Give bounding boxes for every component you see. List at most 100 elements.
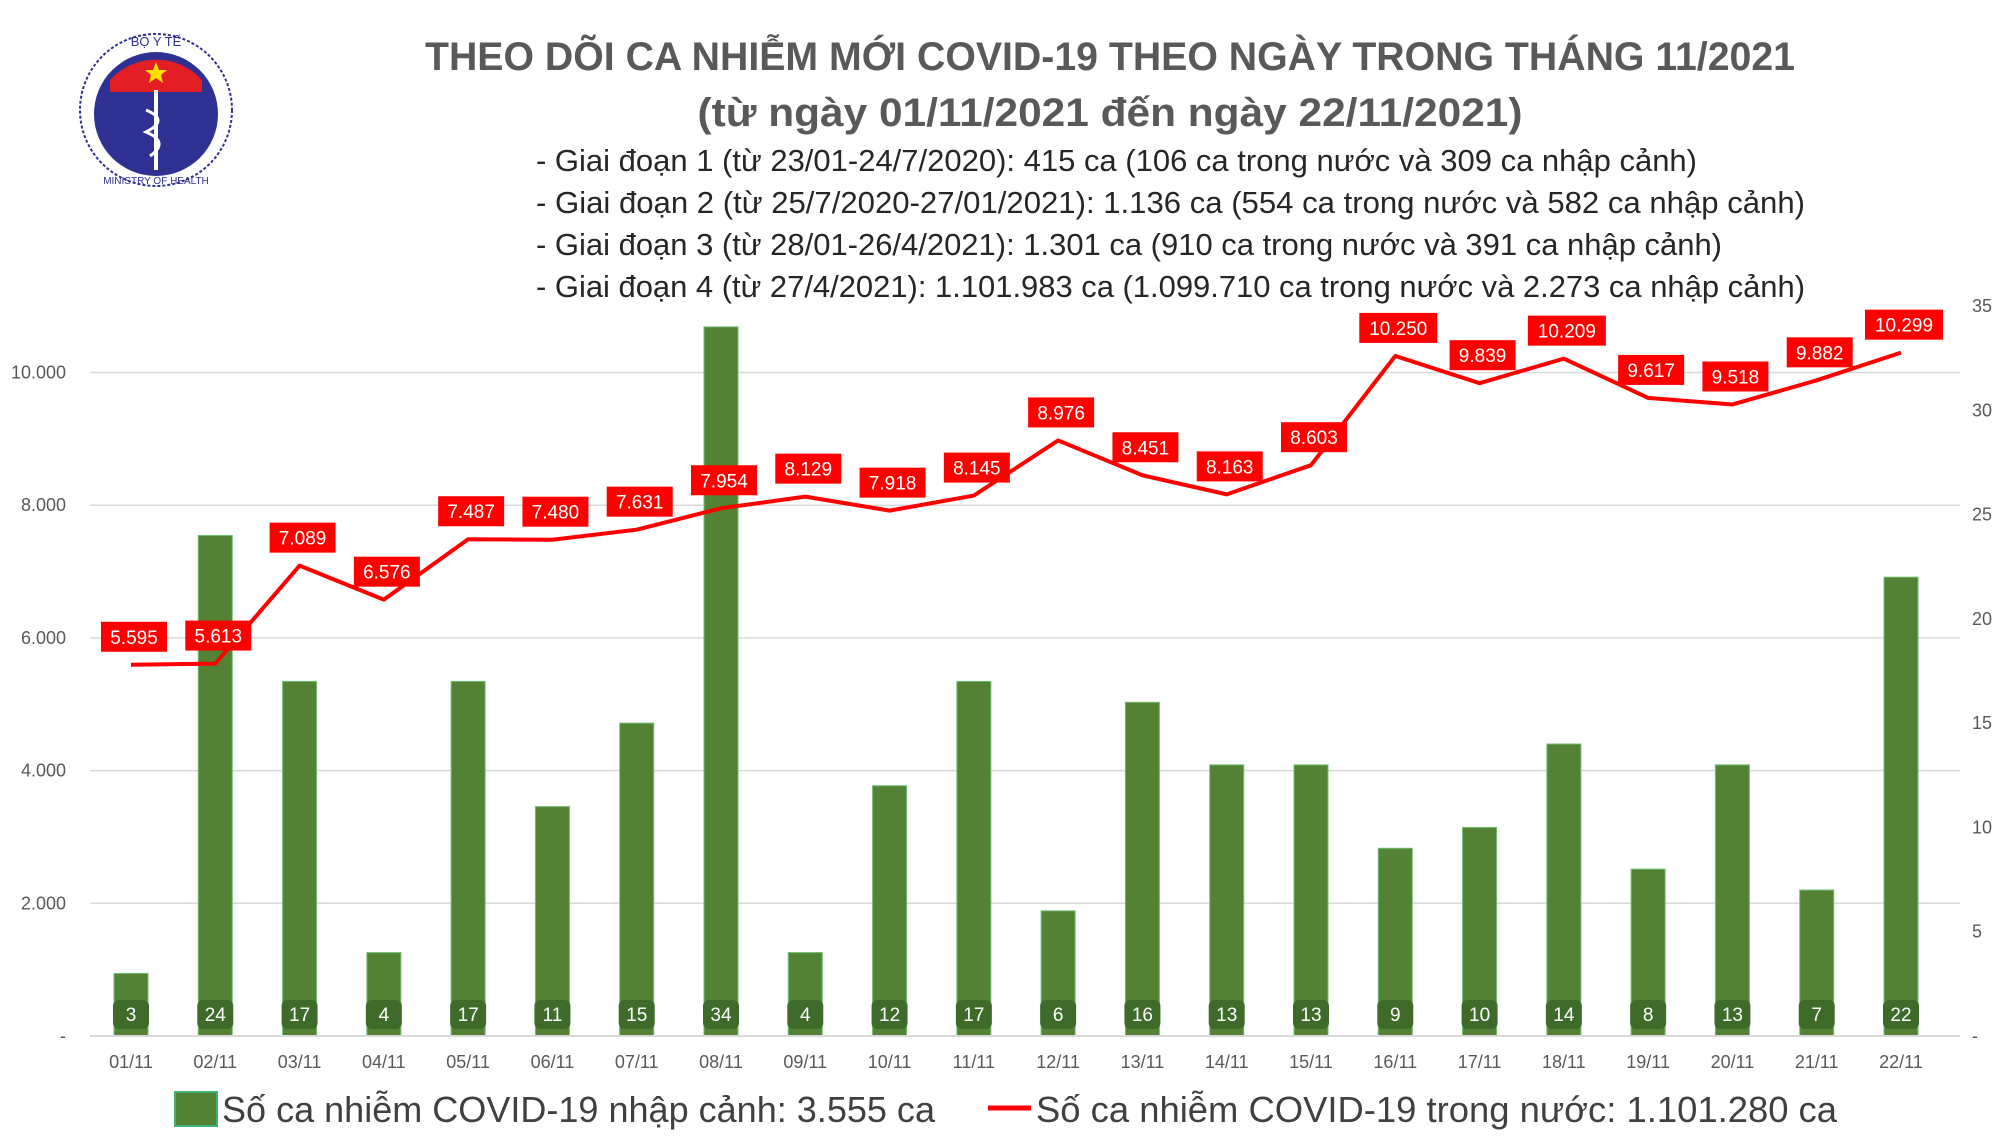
bar-label-box: [1377, 1000, 1414, 1029]
line-label: 9.882: [1796, 343, 1844, 364]
line-label: 8.129: [785, 460, 833, 481]
line-label: 10.209: [1538, 322, 1596, 343]
bar-label-box: [787, 1000, 824, 1029]
bar-label-box: [1883, 1000, 1919, 1029]
line-label: 9.518: [1712, 367, 1760, 388]
bar-label: 7: [1811, 1005, 1822, 1026]
bar-label: 9: [1390, 1005, 1401, 1026]
x-tick-label: 02/11: [193, 1052, 237, 1072]
phase-3: - Giai đoạn 3 (từ 28/01-26/4/2021): 1.30…: [536, 227, 1722, 262]
line-label-box: [1359, 312, 1438, 343]
line-label-box: [1865, 309, 1943, 340]
x-tick-label: 17/11: [1458, 1052, 1502, 1072]
line-label: 9.839: [1459, 346, 1507, 367]
bar-label-box: [1293, 1000, 1329, 1029]
x-tick-label: 03/11: [278, 1052, 322, 1072]
right-tick-label: 15: [1972, 713, 1992, 733]
bar-label-box: [1208, 1000, 1245, 1029]
line-label-box: [1196, 451, 1263, 482]
line-label: 6.576: [363, 563, 411, 584]
line-label: 7.089: [279, 529, 327, 550]
x-tick-label: 04/11: [362, 1052, 406, 1072]
bar-label: 15: [626, 1005, 647, 1026]
bar-label-box: [1714, 1000, 1751, 1029]
x-tick-label: 18/11: [1542, 1052, 1586, 1072]
bar-label: 4: [800, 1005, 811, 1026]
bar: [1124, 701, 1160, 1037]
x-tick-label: 05/11: [446, 1052, 490, 1072]
bar-label: 12: [879, 1005, 900, 1026]
line-label-box: [353, 556, 420, 587]
x-tick-label: 21/11: [1795, 1052, 1839, 1072]
bar-label-box: [534, 1000, 571, 1029]
bar-label: 13: [1216, 1005, 1237, 1026]
bar: [703, 326, 739, 1037]
line-label: 7.480: [532, 503, 580, 524]
bar-label: 3: [126, 1005, 137, 1026]
bar-label-box: [113, 1000, 149, 1029]
right-tick-label: 10: [1972, 817, 1992, 837]
line-label-box: [606, 486, 673, 517]
bar: [1546, 743, 1582, 1037]
line-label-box: [859, 467, 926, 498]
bar: [534, 806, 570, 1037]
line-label-box: [691, 465, 757, 496]
line-label: 5.595: [110, 628, 158, 649]
bar: [1714, 764, 1750, 1037]
x-tick-label: 13/11: [1121, 1052, 1165, 1072]
bar-label-box: [955, 1000, 992, 1029]
gridlines: [90, 371, 1960, 905]
x-axis-labels: 01/11 02/11 03/11 04/11 05/11 06/11 07/11 08/11…: [109, 1052, 1923, 1072]
x-tick-label: 15/11: [1289, 1052, 1333, 1072]
bar: [450, 680, 486, 1037]
x-tick-label: 12/11: [1036, 1052, 1080, 1072]
line-label: 8.603: [1290, 428, 1338, 449]
left-tick-label: 10.000: [11, 363, 66, 383]
bar: [197, 534, 233, 1037]
left-tick-label: 4.000: [21, 761, 66, 781]
line-label-box: [1281, 422, 1347, 453]
line-label: 7.918: [869, 474, 917, 495]
bar-label-box: [618, 1000, 655, 1029]
bar-label: 17: [963, 1005, 984, 1026]
line-label: 10.250: [1369, 319, 1427, 340]
line-series: 5.595 5.613 7.089 6.576 7.487 7.480 7.631 7.954…: [101, 309, 1943, 667]
bar-label: 10: [1469, 1005, 1490, 1026]
legend-swatch-bar: [174, 1091, 218, 1127]
bar-label-box: [1461, 1000, 1498, 1029]
line-label: 9.617: [1627, 361, 1675, 382]
line-label: 8.976: [1037, 403, 1085, 424]
line-label: 8.451: [1122, 438, 1170, 459]
phase-1: - Giai đoạn 1 (từ 23/01-24/7/2020): 415 …: [536, 143, 1697, 178]
left-tick-label: 6.000: [21, 628, 66, 648]
x-tick-label: 11/11: [953, 1052, 995, 1072]
left-axis: - 2.000 4.000 6.000 8.000 10.000: [11, 363, 66, 1047]
line-label-box: [1527, 315, 1606, 346]
left-tick-label: 2.000: [21, 893, 66, 913]
right-tick-label: 35: [1972, 296, 1992, 316]
line-label: 8.145: [953, 459, 1001, 480]
bar-label: 4: [379, 1005, 390, 1026]
line-label-box: [522, 496, 589, 527]
bar-label-box: [871, 1000, 908, 1029]
bar: [1883, 576, 1919, 1037]
line-label: 5.613: [195, 627, 243, 648]
bar-label: 11: [543, 1005, 563, 1026]
bar-label: 16: [1132, 1005, 1153, 1026]
x-tick-label: 07/11: [615, 1052, 659, 1072]
bar: [872, 785, 908, 1037]
bar-label: 24: [205, 1005, 227, 1026]
line-label-box: [269, 522, 336, 553]
bar-label: 8: [1643, 1005, 1654, 1026]
bar-label-box: [1124, 1000, 1161, 1029]
x-tick-label: 22/11: [1879, 1052, 1923, 1072]
bar-label-box: [703, 1000, 739, 1029]
bar: [1293, 764, 1329, 1037]
bar-label: 17: [289, 1005, 310, 1026]
legend: Số ca nhiễm COVID-19 nhập cảnh: 3.555 ca…: [174, 1089, 1838, 1130]
x-tick-label: 10/11: [868, 1052, 912, 1072]
line-label: 7.631: [616, 493, 664, 514]
bar: [1209, 764, 1245, 1037]
line-label-box: [438, 496, 505, 527]
